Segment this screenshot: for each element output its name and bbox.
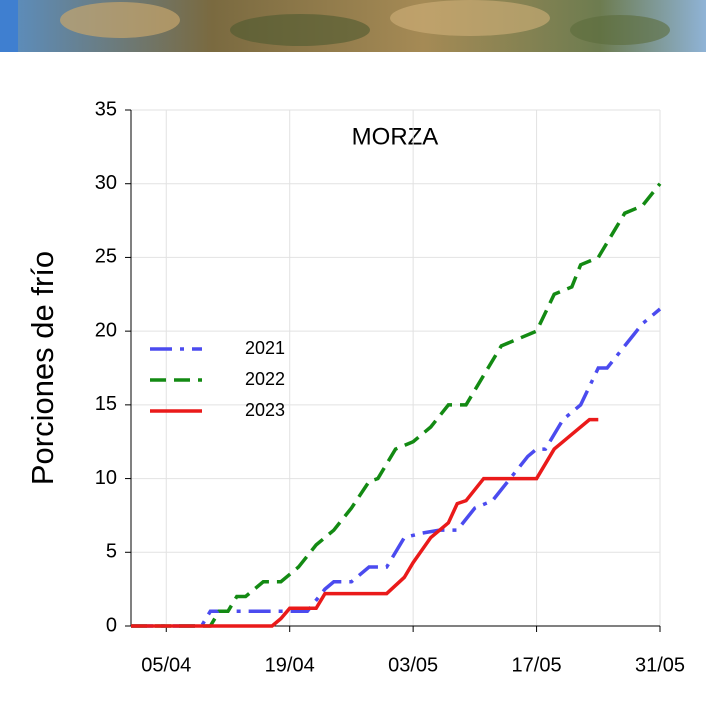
- y-tick-label: 30: [95, 172, 117, 194]
- y-axis-label: Porciones de frío: [25, 251, 60, 485]
- y-tick-label: 10: [95, 467, 117, 489]
- legend-label: 2022: [245, 369, 285, 389]
- y-tick-label: 0: [106, 614, 117, 636]
- plot: 0 5 10 15 20 25 30 35 05/04 19/04 03/05 17/05 31/05 2…: [95, 98, 685, 676]
- photo-strip: [0, 0, 706, 52]
- legend-label: 2021: [245, 338, 285, 358]
- y-tick-label: 25: [95, 246, 117, 268]
- series-line: [131, 307, 662, 628]
- x-tick-label: 03/05: [388, 654, 438, 676]
- x-tick-label: 05/04: [141, 654, 191, 676]
- y-tick-label: 5: [106, 541, 117, 563]
- legend-label: 2023: [245, 400, 285, 420]
- x-tick-label: 17/05: [512, 654, 562, 676]
- y-tick-label: 20: [95, 319, 117, 341]
- x-tick-label: 19/04: [265, 654, 315, 676]
- y-tick-label: 15: [95, 393, 117, 415]
- y-tick-label: 35: [95, 98, 117, 120]
- series-line: [131, 182, 662, 628]
- series-line: [131, 417, 599, 628]
- chart-title: MORZA: [352, 123, 439, 150]
- x-tick-label: 31/05: [635, 654, 685, 676]
